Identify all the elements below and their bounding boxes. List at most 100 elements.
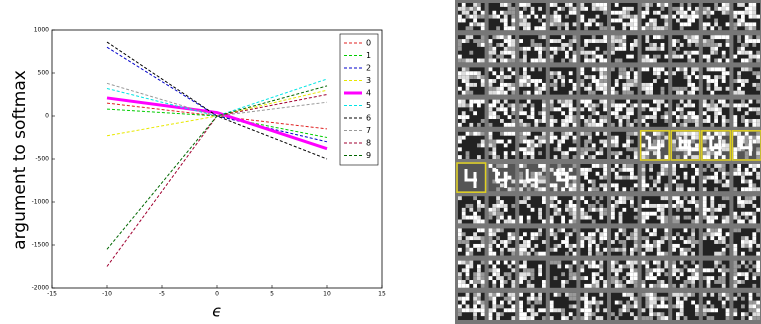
tile-pixel: [542, 135, 546, 140]
tile-pixel: [599, 276, 604, 281]
tile-pixel: [752, 14, 757, 19]
tile-pixel: [653, 79, 657, 83]
tile-pixel: [595, 251, 600, 256]
tile-pixel: [744, 312, 749, 317]
tile-pixel: [733, 151, 738, 156]
tile-pixel: [534, 236, 539, 241]
tile-pixel: [664, 79, 669, 83]
tile-pixel: [679, 26, 684, 31]
tile-pixel: [611, 90, 615, 95]
tile-pixel: [656, 187, 661, 192]
tile-pixel: [568, 243, 573, 248]
tile-pixel: [526, 75, 531, 80]
tile-pixel: [656, 171, 661, 176]
tile-pixel: [458, 75, 462, 80]
tile-pixel: [687, 240, 692, 244]
tile-pixel: [672, 164, 676, 168]
tile-pixel: [603, 75, 607, 80]
tile-pixel: [465, 203, 470, 208]
tile-pixel: [737, 196, 741, 201]
tile-pixel: [526, 196, 531, 201]
tile-pixel: [530, 207, 535, 212]
tile-pixel: [706, 39, 711, 43]
tile-pixel: [622, 82, 627, 87]
tile-pixel: [748, 196, 753, 201]
tile-pixel: [477, 3, 481, 7]
series-line: [106, 78, 328, 117]
tile-pixel: [733, 90, 738, 95]
tile-pixel: [526, 308, 531, 313]
tile-pixel: [748, 240, 753, 244]
tile-pixel: [530, 272, 535, 277]
tile-pixel: [561, 280, 565, 284]
tile-pixel: [706, 155, 711, 159]
tile-pixel: [660, 219, 665, 224]
tile-pixel: [626, 99, 630, 104]
tile-pixel: [588, 179, 592, 184]
tile-pixel: [542, 139, 546, 144]
tile-pixel: [660, 167, 665, 172]
tile-pixel: [477, 131, 481, 136]
tile-pixel: [756, 187, 760, 192]
tile-pixel: [679, 107, 684, 112]
tile-pixel: [653, 119, 657, 123]
tile-pixel: [458, 276, 462, 281]
tile-pixel: [664, 228, 669, 233]
tile-pixel: [530, 268, 535, 273]
tile-pixel: [465, 272, 470, 277]
tile-pixel: [469, 131, 474, 136]
tile-pixel: [557, 228, 562, 233]
tile-pixel: [710, 46, 715, 51]
tile-pixel: [500, 304, 504, 309]
tile-pixel: [538, 86, 542, 91]
tile-pixel: [591, 18, 596, 23]
tile-pixel: [660, 280, 665, 284]
tile-pixel: [649, 58, 653, 63]
tile-pixel: [718, 164, 722, 168]
tile-pixel: [492, 115, 497, 120]
tile-pixel: [477, 14, 481, 19]
tile-pixel: [622, 35, 627, 40]
tile-pixel: [744, 240, 749, 244]
tile-pixel: [538, 164, 542, 168]
tile-pixel: [511, 18, 516, 23]
tile-pixel: [591, 35, 596, 40]
tile-pixel: [622, 175, 627, 180]
tile-pixel: [691, 35, 695, 40]
tile-pixel: [752, 119, 757, 123]
tile-pixel: [744, 79, 749, 83]
tile-pixel: [488, 107, 493, 112]
tile-pixel: [523, 79, 527, 83]
tile-pixel: [473, 211, 477, 216]
tile-pixel: [511, 122, 516, 127]
tile-pixel: [744, 143, 749, 148]
tile-pixel: [523, 155, 527, 159]
tile-pixel: [542, 196, 546, 201]
tile-pixel: [458, 86, 462, 91]
tile-pixel: [595, 200, 600, 204]
tile-pixel: [649, 300, 653, 305]
tile-pixel: [664, 119, 669, 123]
tile-pixel: [469, 280, 474, 284]
tile-pixel: [595, 207, 600, 212]
tile-pixel: [588, 247, 592, 252]
tile-pixel: [561, 99, 565, 104]
tile-pixel: [645, 272, 650, 277]
tile-pixel: [702, 103, 707, 108]
tile-pixel: [588, 251, 592, 256]
tile-pixel: [580, 151, 585, 156]
tile-pixel: [588, 260, 592, 265]
tile-pixel: [756, 39, 760, 43]
tile-pixel: [542, 283, 546, 288]
tile-pixel: [526, 22, 531, 27]
tile-pixel: [561, 151, 565, 156]
tile-pixel: [603, 228, 607, 233]
tile-pixel: [526, 187, 531, 192]
tile-pixel: [656, 131, 661, 136]
tile-pixel: [595, 82, 600, 87]
tile-pixel: [480, 203, 485, 208]
tile-pixel: [572, 316, 577, 320]
tile-pixel: [500, 251, 504, 256]
tile-pixel: [549, 82, 554, 87]
tile-pixel: [523, 26, 527, 31]
